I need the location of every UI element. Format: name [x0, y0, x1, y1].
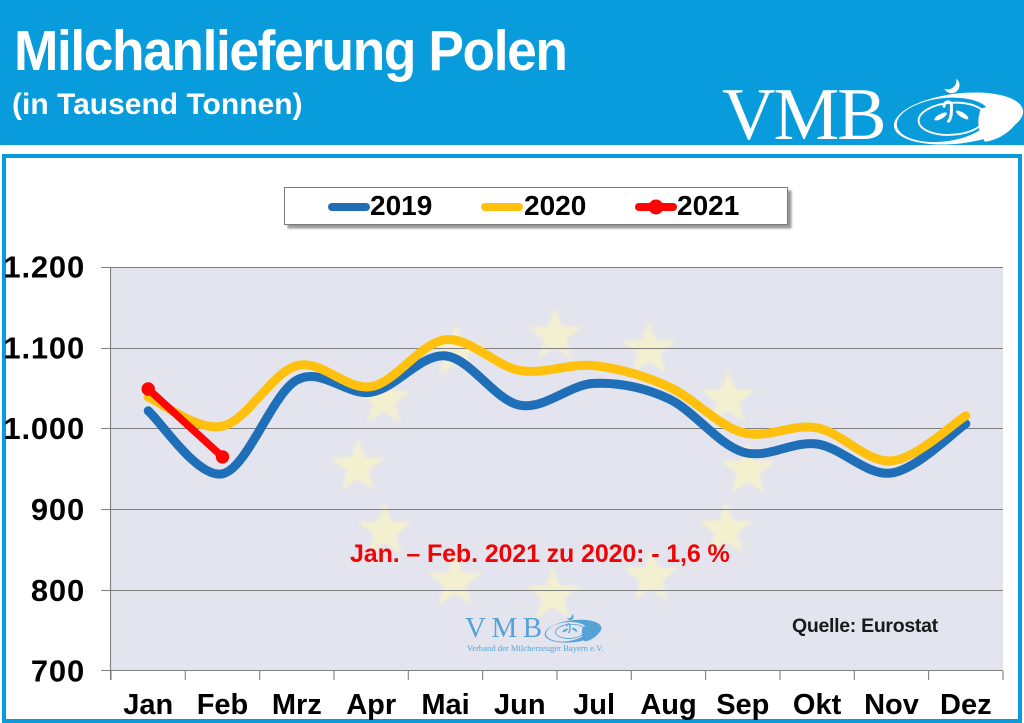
svg-text:Jan: Jan — [123, 689, 173, 721]
svg-text:900: 900 — [31, 492, 85, 527]
svg-text:Dez: Dez — [940, 689, 992, 721]
svg-text:Jul: Jul — [573, 689, 615, 721]
svg-text:1.000: 1.000 — [3, 411, 85, 446]
svg-text:700: 700 — [31, 654, 85, 689]
svg-text:Okt: Okt — [793, 689, 842, 721]
svg-text:Apr: Apr — [346, 689, 396, 721]
svg-text:Mai: Mai — [421, 689, 469, 721]
svg-text:Feb: Feb — [197, 689, 249, 721]
svg-text:1.200: 1.200 — [3, 250, 85, 285]
svg-text:Sep: Sep — [716, 689, 769, 721]
svg-text:Nov: Nov — [864, 689, 919, 721]
svg-text:Mrz: Mrz — [272, 689, 322, 721]
svg-text:1.100: 1.100 — [3, 330, 85, 365]
svg-text:Jun: Jun — [494, 689, 546, 721]
svg-text:800: 800 — [31, 573, 85, 608]
svg-text:Aug: Aug — [640, 689, 696, 721]
